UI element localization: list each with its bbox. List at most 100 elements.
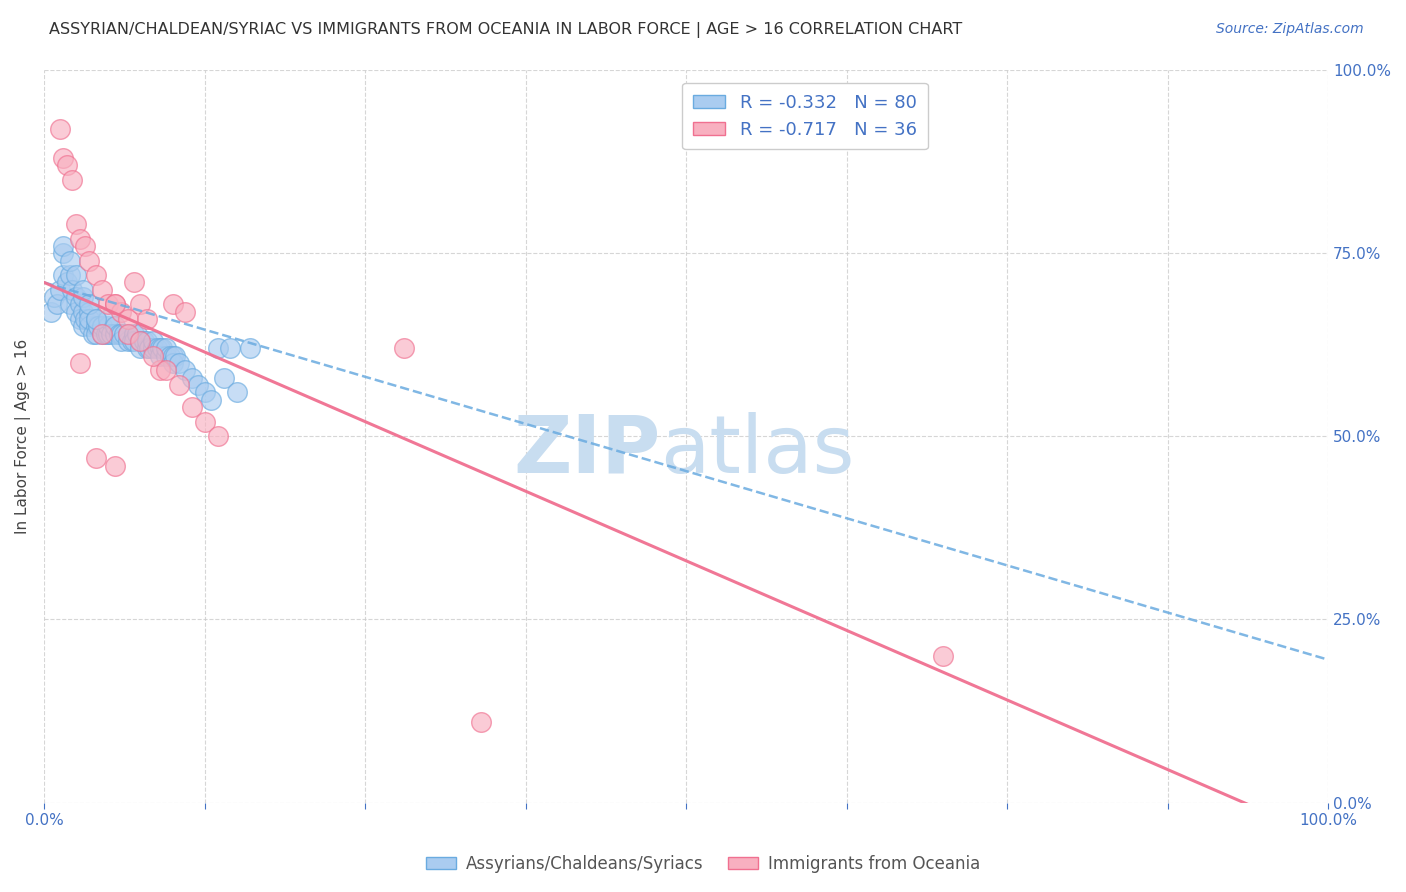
Point	[470, 714, 492, 729]
Point	[110, 334, 132, 348]
Point	[194, 415, 217, 429]
Point	[72, 319, 94, 334]
Point	[125, 326, 148, 341]
Point	[91, 326, 114, 341]
Point	[77, 319, 100, 334]
Point	[91, 283, 114, 297]
Point	[82, 326, 104, 341]
Point	[72, 290, 94, 304]
Text: atlas: atlas	[661, 412, 855, 490]
Point	[52, 151, 75, 165]
Point	[84, 268, 107, 282]
Point	[97, 326, 120, 341]
Point	[135, 312, 157, 326]
Point	[77, 253, 100, 268]
Point	[149, 349, 172, 363]
Point	[122, 326, 145, 341]
Point	[72, 283, 94, 297]
Point	[52, 246, 75, 260]
Point	[77, 297, 100, 311]
Point	[187, 378, 209, 392]
Point	[200, 392, 222, 407]
Point	[52, 268, 75, 282]
Point	[87, 319, 110, 334]
Point	[117, 326, 139, 341]
Point	[155, 363, 177, 377]
Point	[159, 349, 181, 363]
Point	[219, 342, 242, 356]
Text: ASSYRIAN/CHALDEAN/SYRIAC VS IMMIGRANTS FROM OCEANIA IN LABOR FORCE | AGE > 16 CO: ASSYRIAN/CHALDEAN/SYRIAC VS IMMIGRANTS F…	[49, 22, 963, 38]
Point	[167, 356, 190, 370]
Point	[138, 342, 160, 356]
Point	[150, 342, 173, 356]
Point	[44, 290, 66, 304]
Point	[104, 297, 127, 311]
Point	[165, 349, 187, 363]
Point	[155, 349, 177, 363]
Point	[100, 326, 122, 341]
Point	[104, 326, 127, 341]
Point	[129, 342, 152, 356]
Point	[110, 326, 132, 341]
Point	[174, 305, 197, 319]
Point	[84, 312, 107, 326]
Point	[180, 370, 202, 384]
Point	[62, 283, 84, 297]
Point	[91, 319, 114, 334]
Point	[122, 276, 145, 290]
Point	[155, 342, 177, 356]
Text: ZIP: ZIP	[513, 412, 661, 490]
Point	[121, 334, 143, 348]
Point	[97, 319, 120, 334]
Point	[207, 342, 229, 356]
Point	[56, 158, 79, 172]
Point	[239, 342, 262, 356]
Point	[122, 334, 145, 348]
Point	[65, 268, 87, 282]
Point	[65, 217, 87, 231]
Point	[77, 305, 100, 319]
Point	[117, 334, 139, 348]
Point	[69, 297, 91, 311]
Point	[75, 239, 97, 253]
Point	[84, 326, 107, 341]
Point	[167, 378, 190, 392]
Point	[162, 297, 184, 311]
Point	[162, 356, 184, 370]
Point	[104, 319, 127, 334]
Point	[212, 370, 235, 384]
Point	[48, 121, 70, 136]
Point	[142, 334, 165, 348]
Point	[117, 312, 139, 326]
Legend: Assyrians/Chaldeans/Syriacs, Immigrants from Oceania: Assyrians/Chaldeans/Syriacs, Immigrants …	[419, 848, 987, 880]
Point	[194, 385, 217, 400]
Point	[84, 451, 107, 466]
Text: Source: ZipAtlas.com: Source: ZipAtlas.com	[1216, 22, 1364, 37]
Point	[225, 385, 247, 400]
Point	[207, 429, 229, 443]
Point	[59, 268, 82, 282]
Point	[129, 334, 152, 348]
Point	[69, 231, 91, 245]
Point	[46, 297, 69, 311]
Point	[134, 334, 156, 348]
Point	[72, 305, 94, 319]
Point	[129, 334, 152, 348]
Point	[69, 356, 91, 370]
Point	[180, 400, 202, 414]
Point	[52, 239, 75, 253]
Point	[65, 290, 87, 304]
Point	[77, 312, 100, 326]
Point	[39, 305, 62, 319]
Point	[135, 342, 157, 356]
Point	[110, 305, 132, 319]
Point	[84, 319, 107, 334]
Point	[104, 297, 127, 311]
Point	[62, 173, 84, 187]
Point	[84, 312, 107, 326]
Y-axis label: In Labor Force | Age > 16: In Labor Force | Age > 16	[15, 339, 31, 534]
Point	[142, 342, 165, 356]
Point	[97, 297, 120, 311]
Point	[142, 349, 165, 363]
Point	[174, 363, 197, 377]
